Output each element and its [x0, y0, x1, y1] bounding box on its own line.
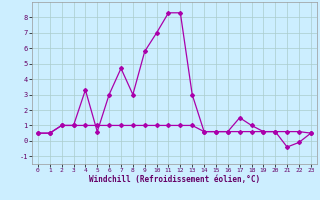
X-axis label: Windchill (Refroidissement éolien,°C): Windchill (Refroidissement éolien,°C)	[89, 175, 260, 184]
